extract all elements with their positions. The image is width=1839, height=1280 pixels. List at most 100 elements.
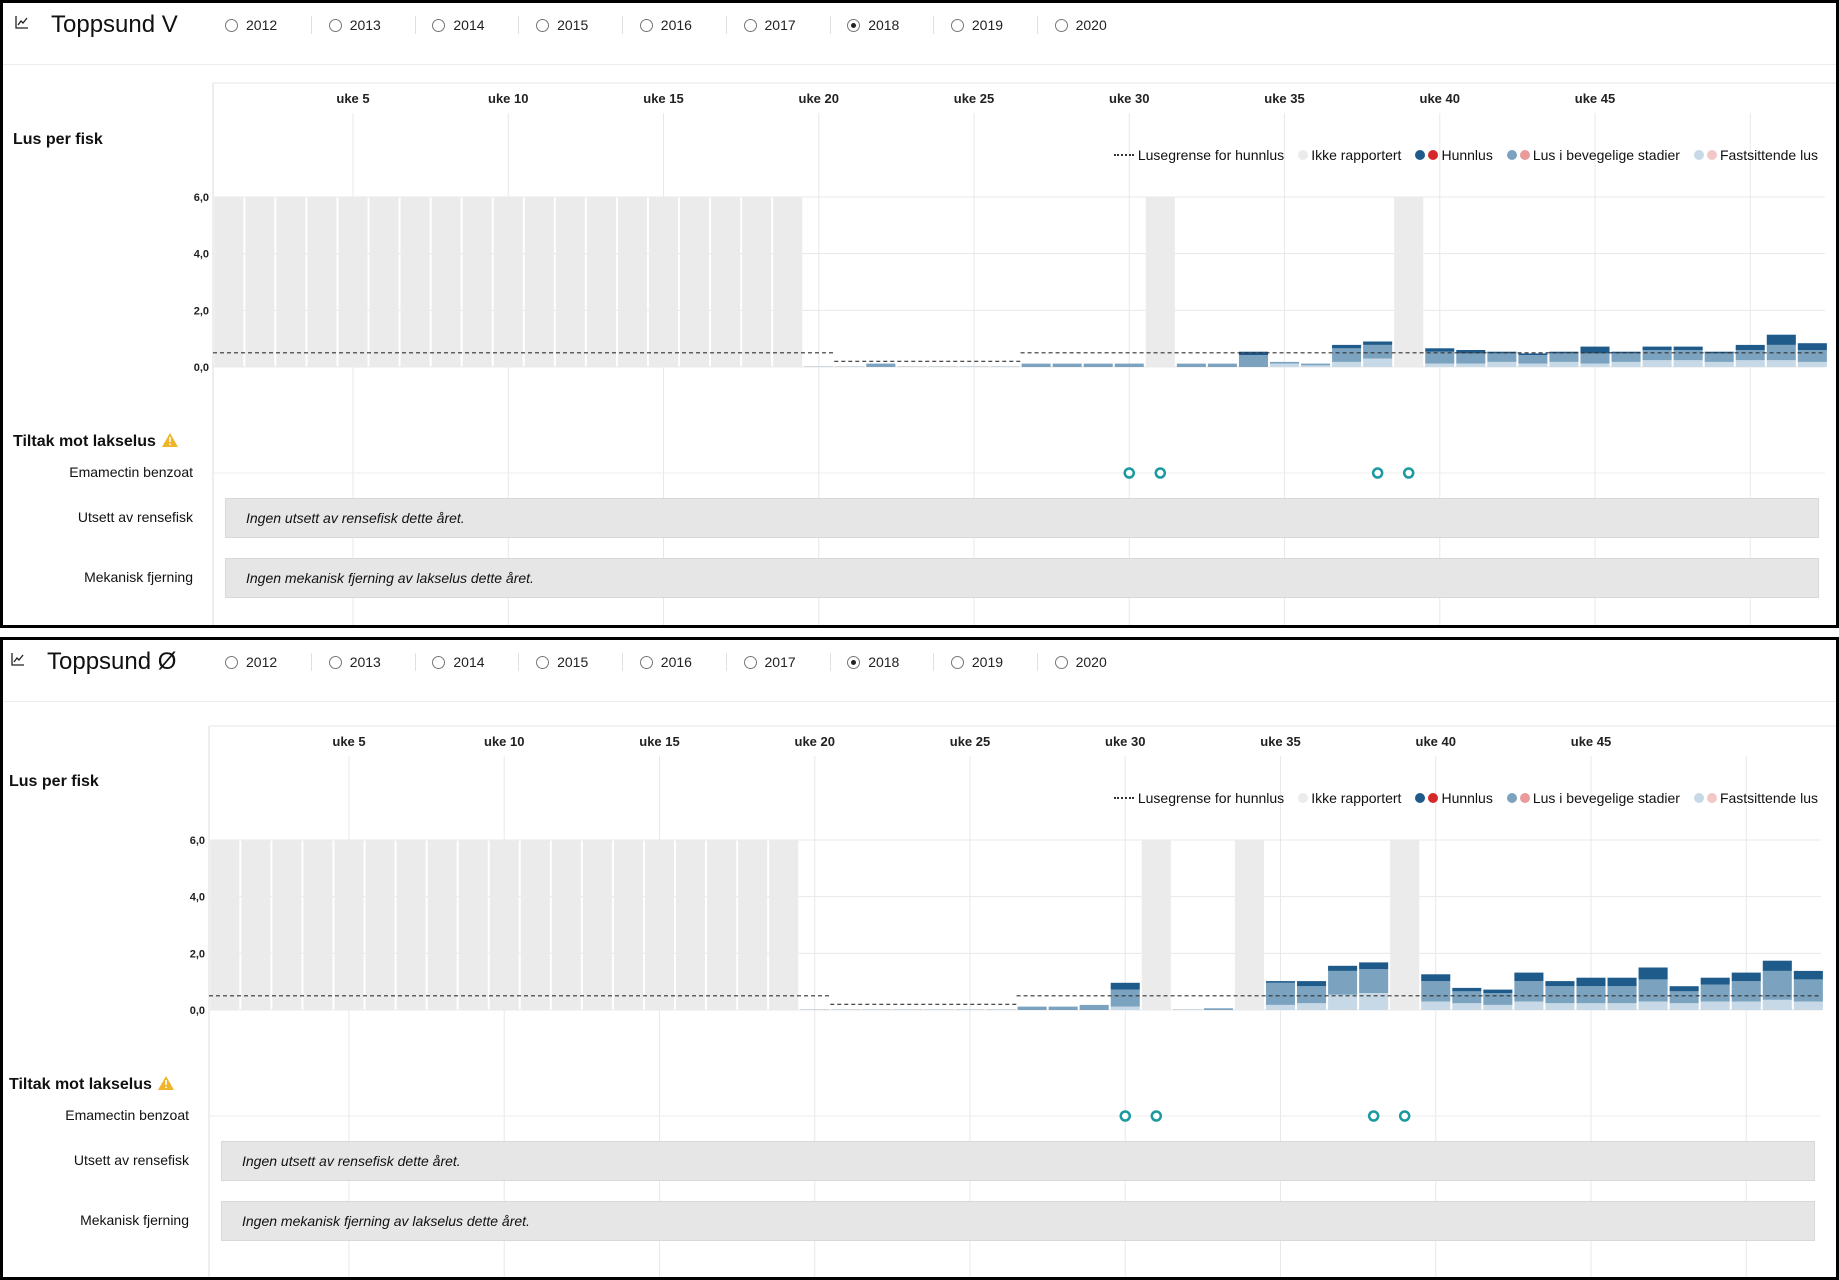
legend-female[interactable]: Hunnlus	[1415, 147, 1493, 163]
year-option-2014[interactable]: 2014	[432, 14, 485, 36]
mobile-lice-bar	[1456, 353, 1486, 364]
year-radio[interactable]	[225, 655, 238, 669]
year-radio[interactable]	[639, 655, 653, 669]
legend-female[interactable]: Hunnlus	[1415, 790, 1493, 806]
not-reported-bar	[551, 840, 581, 1010]
week-label: uke 30	[1109, 91, 1149, 106]
female-lice-bar	[1576, 977, 1606, 987]
year-radio[interactable]	[1054, 18, 1068, 32]
not-reported-bar	[334, 840, 364, 1010]
year-radio[interactable]	[950, 655, 964, 669]
emamectin-row-label: Emamectin benzoat	[65, 1107, 189, 1123]
year-radio[interactable]	[847, 18, 861, 32]
year-option-2015[interactable]: 2015	[536, 651, 588, 673]
chart-line-icon[interactable]	[11, 652, 29, 670]
legend-attached[interactable]: Fastsittende lus	[1693, 790, 1818, 806]
year-option-2017[interactable]: 2017	[743, 14, 796, 36]
year-radio[interactable]	[225, 18, 238, 32]
year-option-2016[interactable]: 2016	[639, 14, 692, 36]
not-reported-bar	[214, 197, 244, 367]
not-reported-bar	[303, 840, 333, 1010]
female-lice-bar	[1762, 960, 1792, 971]
attached-lice-bar	[1545, 1003, 1575, 1010]
not-reported-bar	[1145, 197, 1175, 367]
year-radio[interactable]	[432, 655, 446, 669]
year-label: 2014	[453, 654, 485, 670]
legend-swatch	[1428, 793, 1439, 803]
week-label: uke 20	[795, 734, 835, 749]
legend-label: Hunnlus	[1441, 790, 1493, 806]
legend-mobile[interactable]: Lus i bevegelige stadier	[1506, 147, 1680, 163]
chart-line-icon[interactable]	[15, 15, 33, 33]
year-option-2016[interactable]: 2016	[639, 651, 692, 673]
year-option-2020[interactable]: 2020	[1054, 651, 1107, 673]
emamectin-treatment-marker	[1123, 467, 1135, 479]
emamectin-treatment-marker	[1150, 1110, 1163, 1122]
emamectin-treatment-marker	[1154, 467, 1167, 479]
not-reported-bar	[276, 197, 306, 367]
year-radio[interactable]	[328, 655, 342, 669]
year-option-2013[interactable]: 2013	[328, 14, 381, 36]
year-option-2012[interactable]: 2012	[225, 14, 277, 36]
year-label: 2019	[971, 654, 1004, 670]
attached-lice-bar	[1576, 1003, 1606, 1010]
mekanisk-row-label: Mekanisk fjerning	[84, 569, 193, 585]
year-radio[interactable]	[432, 18, 446, 32]
female-lice-bar	[1793, 970, 1823, 980]
year-radio[interactable]	[536, 18, 550, 32]
legend-not-reported[interactable]: Ikke rapportert	[1298, 147, 1401, 163]
female-lice-bar	[1452, 987, 1482, 992]
not-reported-bar	[520, 840, 550, 1010]
year-radio[interactable]	[639, 18, 653, 32]
mobile-lice-bar	[1114, 363, 1144, 367]
warning-icon[interactable]	[161, 433, 178, 452]
year-option-2019[interactable]: 2019	[950, 651, 1004, 673]
year-radio[interactable]	[1054, 655, 1068, 669]
year-option-2020[interactable]: 2020	[1054, 14, 1107, 36]
treatments-title-text: Tiltak mot lakselus	[13, 433, 156, 450]
mobile-lice-bar	[1207, 363, 1237, 367]
lice-per-fish-title: Lus per fisk	[13, 131, 103, 148]
legend-threshold[interactable]: Lusegrense for hunnlus	[1113, 147, 1284, 163]
year-option-2018[interactable]: 2018	[847, 14, 899, 36]
legend-attached[interactable]: Fastsittende lus	[1693, 147, 1818, 163]
legend-mobile[interactable]: Lus i bevegelige stadier	[1506, 790, 1680, 806]
emamectin-treatment-marker	[1367, 1110, 1380, 1122]
year-divider	[414, 653, 416, 671]
female-lice-bar	[1518, 353, 1548, 356]
year-radio[interactable]	[743, 18, 757, 32]
rensefisk-row-label: Utsett av rensefisk	[73, 1152, 189, 1168]
female-lice-bar	[1514, 972, 1544, 982]
not-reported-bar	[396, 840, 426, 1010]
year-option-2013[interactable]: 2013	[328, 651, 381, 673]
mobile-lice-bar	[1700, 984, 1730, 1002]
year-option-2014[interactable]: 2014	[432, 651, 485, 673]
legend-not-reported[interactable]: Ikke rapportert	[1298, 790, 1401, 806]
year-label: 2016	[660, 654, 692, 670]
legend-swatch	[1706, 793, 1717, 803]
female-lice-bar	[1110, 982, 1140, 990]
mobile-lice-bar	[1176, 363, 1206, 367]
female-lice-bar	[1363, 341, 1393, 345]
year-option-2018[interactable]: 2018	[847, 651, 899, 673]
year-option-2012[interactable]: 2012	[225, 651, 277, 673]
year-radio[interactable]	[950, 18, 964, 32]
year-radio[interactable]	[536, 655, 550, 669]
not-reported-bar	[769, 840, 799, 1010]
year-option-2015[interactable]: 2015	[536, 14, 588, 36]
y-tick-label: 6,0	[194, 192, 209, 204]
year-radio[interactable]	[847, 655, 861, 669]
female-lice-bar	[1359, 962, 1389, 970]
year-radio[interactable]	[328, 18, 342, 32]
warning-icon[interactable]	[157, 1076, 174, 1095]
not-reported-bar	[773, 197, 803, 367]
legend-threshold[interactable]: Lusegrense for hunnlus	[1113, 790, 1284, 806]
attached-lice-bar	[1487, 361, 1517, 367]
female-lice-bar	[1731, 972, 1761, 982]
lice-per-fish-title: Lus per fisk	[9, 773, 99, 790]
year-radio[interactable]	[743, 655, 757, 669]
year-option-2017[interactable]: 2017	[743, 651, 796, 673]
not-reported-bar	[1390, 840, 1420, 1010]
year-option-2019[interactable]: 2019	[950, 14, 1003, 36]
attached-lice-bar	[1332, 361, 1362, 367]
